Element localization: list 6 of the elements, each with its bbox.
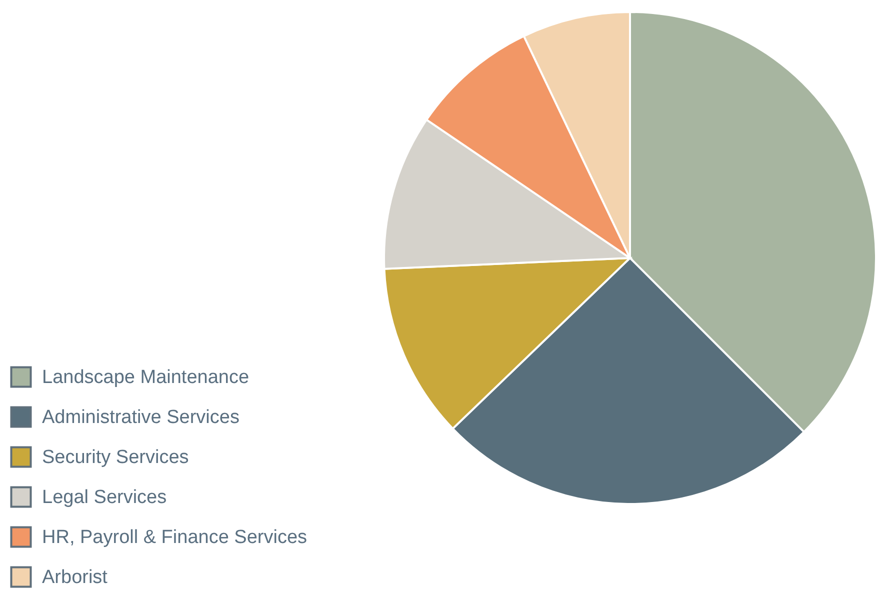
legend-label: Administrative Services [42, 407, 240, 428]
legend-label: Landscape Maintenance [42, 367, 250, 388]
legend-label: Security Services [42, 447, 189, 468]
legend-label: HR, Payroll & Finance Services [42, 527, 308, 548]
legend-label: Legal Services [42, 487, 167, 508]
legend-label: Arborist [42, 567, 108, 588]
